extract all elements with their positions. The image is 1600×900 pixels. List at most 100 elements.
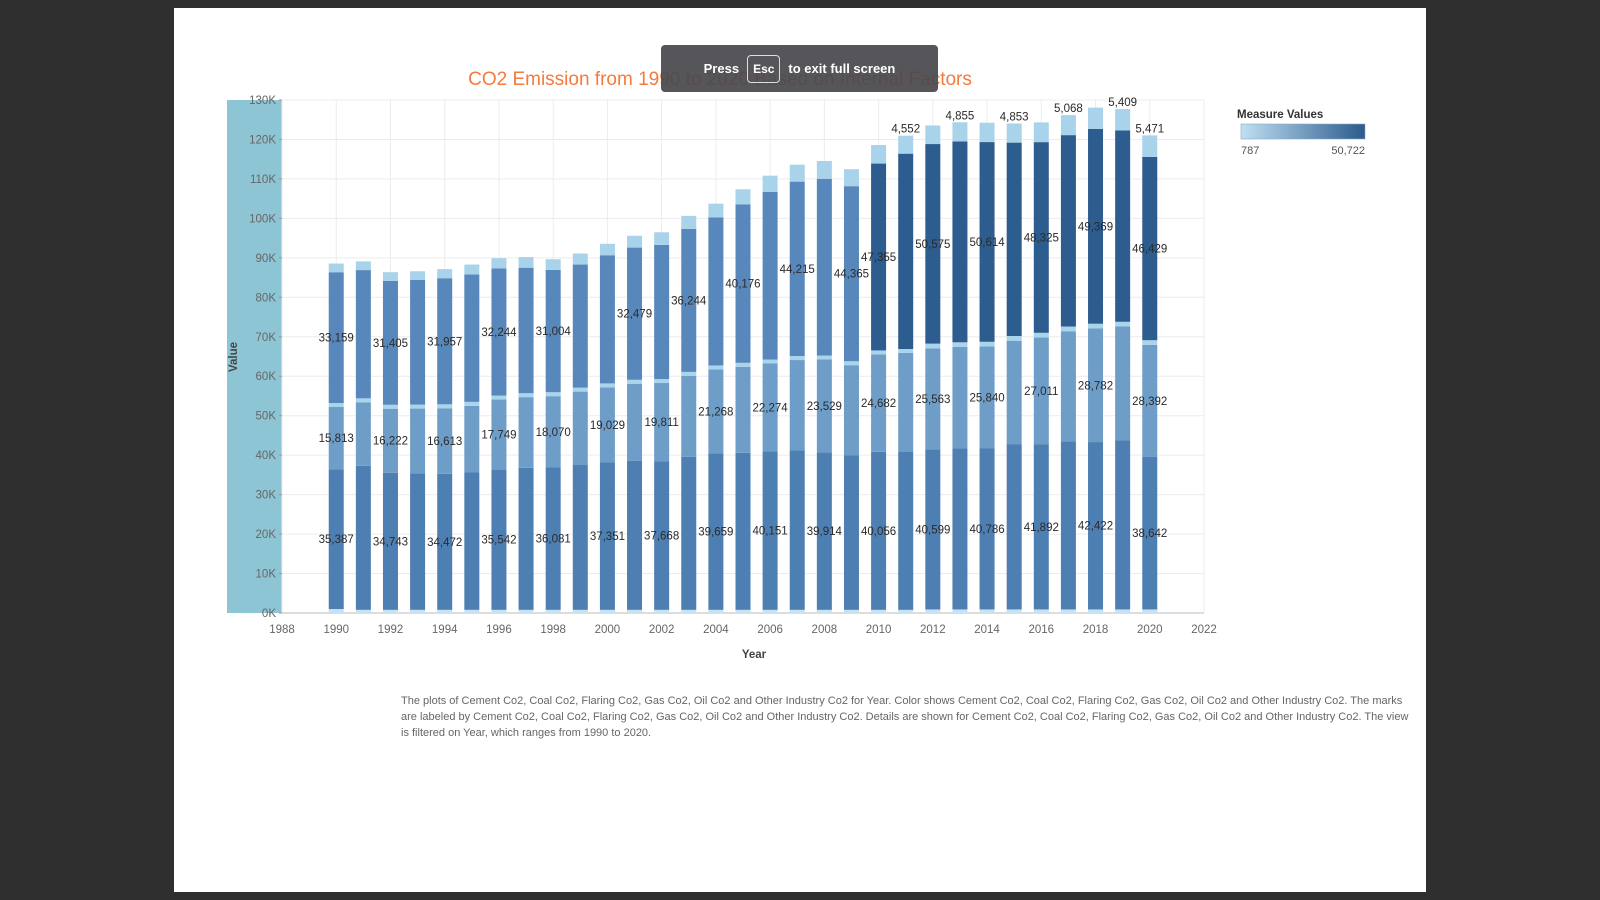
bar-segment-coal-co2[interactable] [1033, 444, 1049, 610]
bar-segment-other-industry-co2[interactable] [1060, 326, 1076, 332]
bar-segment-cement-co2[interactable] [627, 235, 643, 248]
bar-segment-coal-co2[interactable] [735, 452, 751, 610]
bar-segment-coal-co2[interactable] [518, 467, 534, 610]
bar-segment-gas-co2[interactable] [925, 348, 941, 450]
bar-segment-oil-co2[interactable] [735, 204, 751, 363]
bar-segment-gas-co2[interactable] [572, 391, 588, 466]
bar-segment-coal-co2[interactable] [1060, 441, 1076, 610]
bar-segment-gas-co2[interactable] [518, 397, 534, 468]
bar-segment-coal-co2[interactable] [328, 469, 344, 610]
bar-segment-oil-co2[interactable] [1088, 128, 1104, 324]
bar-segment-cement-co2[interactable] [654, 232, 670, 245]
bar-segment-cement-co2[interactable] [789, 164, 805, 182]
bar-segment-cement-co2[interactable] [708, 203, 724, 218]
bar-segment-cement-co2[interactable] [410, 271, 426, 280]
bar-segment-coal-co2[interactable] [898, 451, 914, 610]
bar-segment-oil-co2[interactable] [518, 267, 534, 394]
bar-segment-cement-co2[interactable] [518, 257, 534, 268]
bar-segment-other-industry-co2[interactable] [1115, 321, 1131, 327]
bar-segment-gas-co2[interactable] [681, 375, 697, 457]
bar-segment-other-industry-co2[interactable] [952, 342, 968, 348]
bar-segment-other-industry-co2[interactable] [979, 341, 995, 347]
bar-segment-cement-co2[interactable] [843, 169, 859, 187]
bar-segment-oil-co2[interactable] [355, 270, 371, 399]
bar-segment-gas-co2[interactable] [1060, 331, 1076, 442]
bar-segment-other-industry-co2[interactable] [410, 404, 426, 409]
bar-segment-flaring-co2[interactable] [816, 609, 832, 613]
bar-segment-oil-co2[interactable] [654, 244, 670, 380]
bar-segment-gas-co2[interactable] [355, 402, 371, 466]
bar-segment-gas-co2[interactable] [843, 365, 859, 456]
bar-segment-cement-co2[interactable] [979, 122, 995, 143]
bar-segment-oil-co2[interactable] [708, 217, 724, 366]
bar-segment-oil-co2[interactable] [1006, 142, 1022, 336]
bar-segment-oil-co2[interactable] [925, 144, 941, 344]
bar-segment-coal-co2[interactable] [1142, 456, 1158, 610]
bar-segment-oil-co2[interactable] [952, 141, 968, 343]
bar-segment-oil-co2[interactable] [545, 269, 561, 393]
bar-segment-flaring-co2[interactable] [979, 609, 995, 613]
bar-segment-other-industry-co2[interactable] [708, 365, 724, 370]
bar-segment-flaring-co2[interactable] [681, 609, 697, 613]
bar-segment-other-industry-co2[interactable] [735, 362, 751, 367]
bar-segment-oil-co2[interactable] [681, 228, 697, 372]
bar-segment-other-industry-co2[interactable] [328, 403, 344, 408]
bar-segment-other-industry-co2[interactable] [816, 355, 832, 360]
bar-segment-other-industry-co2[interactable] [464, 401, 480, 406]
bar-segment-gas-co2[interactable] [816, 359, 832, 453]
bar-segment-gas-co2[interactable] [871, 354, 887, 452]
bar-segment-cement-co2[interactable] [898, 135, 914, 154]
bar-segment-coal-co2[interactable] [843, 455, 859, 610]
bar-segment-coal-co2[interactable] [762, 451, 778, 610]
bar-segment-cement-co2[interactable] [545, 259, 561, 270]
bar-segment-coal-co2[interactable] [979, 448, 995, 610]
bar-segment-other-industry-co2[interactable] [518, 393, 534, 398]
bar-segment-oil-co2[interactable] [871, 163, 887, 351]
bar-segment-oil-co2[interactable] [437, 278, 453, 405]
bar-segment-gas-co2[interactable] [762, 363, 778, 452]
bar-segment-gas-co2[interactable] [952, 347, 968, 449]
bar-segment-cement-co2[interactable] [355, 261, 371, 271]
bar-segment-cement-co2[interactable] [599, 243, 615, 256]
bar-segment-flaring-co2[interactable] [1006, 609, 1022, 613]
bar-segment-flaring-co2[interactable] [1060, 609, 1076, 613]
bar-segment-gas-co2[interactable] [545, 396, 561, 468]
bar-segment-other-industry-co2[interactable] [491, 395, 507, 400]
bar-segment-other-industry-co2[interactable] [1088, 323, 1104, 329]
bar-segment-coal-co2[interactable] [1088, 442, 1104, 610]
bar-segment-flaring-co2[interactable] [1033, 609, 1049, 613]
bar-segment-oil-co2[interactable] [979, 142, 995, 342]
bar-segment-oil-co2[interactable] [898, 153, 914, 350]
bar-segment-gas-co2[interactable] [627, 383, 643, 461]
bar-segment-coal-co2[interactable] [464, 472, 480, 610]
bar-segment-oil-co2[interactable] [1115, 130, 1131, 322]
bar-segment-gas-co2[interactable] [979, 346, 995, 449]
bar-segment-gas-co2[interactable] [464, 405, 480, 473]
bar-segment-gas-co2[interactable] [491, 399, 507, 470]
bar-segment-coal-co2[interactable] [1115, 440, 1131, 610]
bar-segment-cement-co2[interactable] [1060, 115, 1076, 136]
bar-segment-oil-co2[interactable] [491, 268, 507, 396]
bar-segment-cement-co2[interactable] [1142, 135, 1158, 157]
bar-segment-flaring-co2[interactable] [464, 609, 480, 613]
bar-segment-other-industry-co2[interactable] [789, 356, 805, 361]
bar-segment-cement-co2[interactable] [1115, 109, 1131, 131]
bar-segment-other-industry-co2[interactable] [654, 379, 670, 384]
bar-segment-gas-co2[interactable] [735, 366, 751, 453]
bars[interactable] [328, 107, 1158, 613]
bar-segment-gas-co2[interactable] [898, 352, 914, 452]
bar-segment-flaring-co2[interactable] [1115, 609, 1131, 613]
bar-segment-other-industry-co2[interactable] [843, 361, 859, 366]
bar-segment-cement-co2[interactable] [328, 263, 344, 273]
bar-segment-flaring-co2[interactable] [545, 609, 561, 613]
bar-segment-other-industry-co2[interactable] [437, 404, 453, 409]
bar-segment-coal-co2[interactable] [491, 469, 507, 610]
bar-segment-other-industry-co2[interactable] [871, 350, 887, 355]
value-axis-shelf[interactable] [227, 100, 282, 613]
bar-segment-gas-co2[interactable] [437, 408, 453, 474]
bar-segment-other-industry-co2[interactable] [1033, 332, 1049, 338]
bar-segment-cement-co2[interactable] [491, 258, 507, 269]
bar-segment-coal-co2[interactable] [437, 473, 453, 610]
bar-segment-flaring-co2[interactable] [491, 609, 507, 613]
bar-segment-flaring-co2[interactable] [708, 609, 724, 613]
